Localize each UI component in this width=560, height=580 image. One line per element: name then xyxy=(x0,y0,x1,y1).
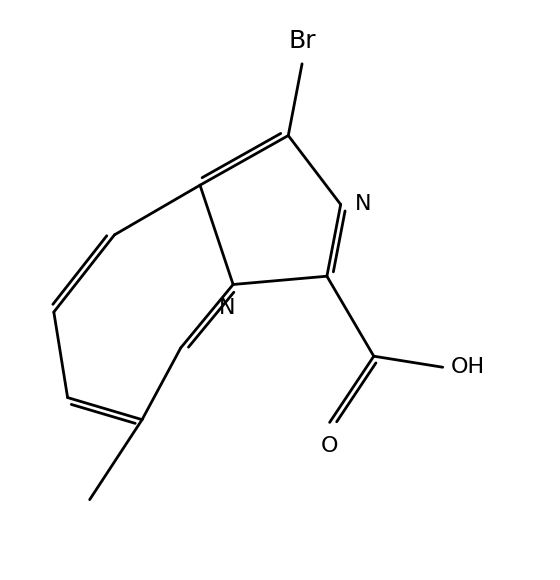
Text: O: O xyxy=(321,436,338,456)
Text: N: N xyxy=(220,298,236,318)
Text: OH: OH xyxy=(451,357,485,377)
Text: N: N xyxy=(354,194,371,215)
Text: Br: Br xyxy=(288,29,316,53)
